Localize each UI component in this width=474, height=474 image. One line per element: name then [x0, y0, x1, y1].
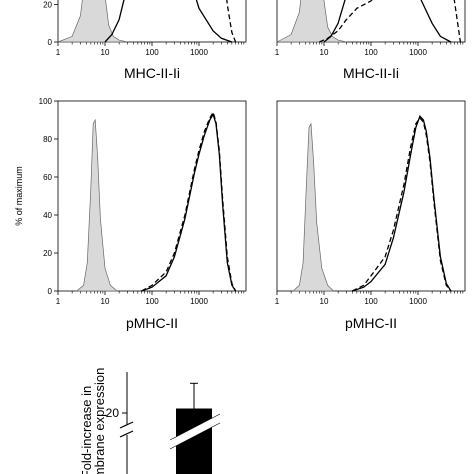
bar-break-edge	[169, 413, 221, 441]
x-tick-label: 10	[320, 48, 329, 57]
bar-y-axis-label: Fold-increase inmembrane expression	[79, 368, 107, 474]
y-tick-label: 0	[48, 38, 53, 47]
x-tick-label: 100	[145, 297, 159, 306]
x-axis-label: pMHC-II	[126, 315, 178, 331]
x-axis-label: MHC-II-Ii	[343, 65, 399, 81]
axis-break-mark	[119, 421, 134, 429]
x-tick-label: 1000	[409, 48, 427, 57]
x-tick-label: 1	[56, 297, 61, 306]
x-tick-label: 10	[101, 48, 110, 57]
solid-histogram-line	[352, 114, 452, 292]
x-tick-label: 100	[364, 48, 378, 57]
y-tick-label: 0	[48, 287, 53, 296]
x-tick-label: 1	[275, 297, 280, 306]
x-tick-label: 10	[320, 297, 329, 306]
bar-y-tick-label: 20	[106, 406, 120, 420]
dashed-histogram-line	[226, 0, 237, 43]
x-tick-label: 1000	[190, 297, 208, 306]
y-tick-label: 20	[43, 249, 52, 258]
y-tick-label: 60	[43, 173, 52, 182]
isotype-control-histogram	[75, 118, 118, 292]
dashed-histogram-line	[141, 110, 237, 292]
isotype-control-histogram	[292, 122, 335, 292]
x-tick-label: 100	[145, 48, 159, 57]
x-tick-label: 10	[101, 297, 110, 306]
isotype-control-histogram	[276, 0, 347, 43]
dashed-histogram-line	[352, 117, 452, 292]
x-tick-label: 1	[56, 48, 61, 57]
x-tick-label: 1000	[409, 297, 427, 306]
y-tick-label: 20	[43, 1, 52, 10]
x-tick-label: 100	[364, 297, 378, 306]
y-tick-label: 40	[43, 211, 52, 220]
axis-break-mark	[119, 430, 134, 438]
x-axis-label: pMHC-II	[345, 315, 397, 331]
bar-break-edge	[169, 422, 221, 450]
x-axis-label: MHC-II-Ii	[124, 65, 180, 81]
isotype-control-histogram	[57, 0, 128, 43]
y-axis-label: % of maximum	[14, 166, 24, 226]
solid-histogram-line	[104, 0, 233, 43]
y-tick-label: 80	[43, 135, 52, 144]
dashed-histogram-line	[319, 0, 462, 43]
y-tick-label: 100	[39, 97, 53, 106]
solid-histogram-line	[323, 0, 452, 43]
x-tick-label: 1000	[190, 48, 208, 57]
solid-histogram-line	[141, 112, 237, 292]
plot-frame-3	[57, 100, 247, 292]
x-tick-label: 1	[275, 48, 280, 57]
bar-break-band	[170, 414, 220, 449]
